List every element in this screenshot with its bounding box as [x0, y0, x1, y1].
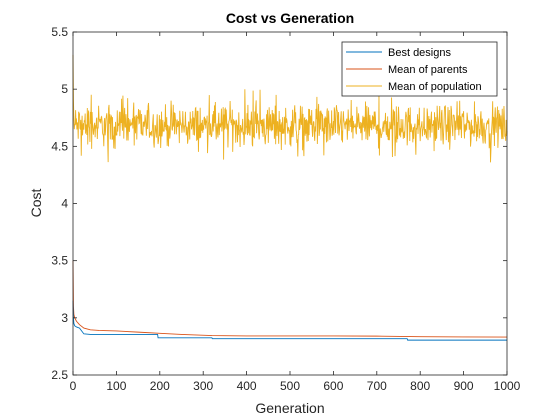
x-tick-label: 500 — [280, 379, 300, 393]
y-tick-label: 4 — [61, 197, 68, 211]
y-tick-label: 3.5 — [51, 254, 68, 268]
x-tick-label: 1000 — [494, 379, 521, 393]
series-line-2 — [72, 54, 508, 163]
legend: Best designs Mean of parents Mean of popul… — [341, 41, 498, 97]
series-layer — [72, 54, 508, 341]
x-axis-label: Generation — [255, 400, 324, 416]
y-tick-label: 5.5 — [51, 25, 68, 39]
x-tick-label: 0 — [70, 379, 77, 393]
series-line-1 — [72, 260, 508, 338]
legend-label: Mean of population — [388, 81, 482, 93]
legend-label: Best designs — [388, 47, 451, 59]
x-tick-label: 700 — [367, 379, 387, 393]
x-tick-label: 200 — [150, 379, 170, 393]
x-tick-label: 600 — [323, 379, 343, 393]
y-tick-label: 2.5 — [51, 368, 68, 382]
x-tick-label: 300 — [193, 379, 213, 393]
x-tick-label: 900 — [454, 379, 474, 393]
ticks-layer: 0 100 200 300 400 500 600 700 800 900 1000 2.5 3 3.5 4… — [51, 25, 520, 393]
series-line-0 — [72, 300, 507, 341]
chart-title: Cost vs Generation — [226, 10, 354, 26]
y-tick-label: 4.5 — [51, 139, 68, 153]
y-tick-label: 5 — [61, 82, 68, 96]
x-tick-label: 100 — [106, 379, 126, 393]
y-tick-label: 3 — [61, 311, 68, 325]
x-tick-label: 400 — [237, 379, 257, 393]
x-tick-label: 800 — [410, 379, 430, 393]
y-axis-label: Cost — [28, 189, 44, 218]
legend-label: Mean of parents — [388, 64, 468, 76]
